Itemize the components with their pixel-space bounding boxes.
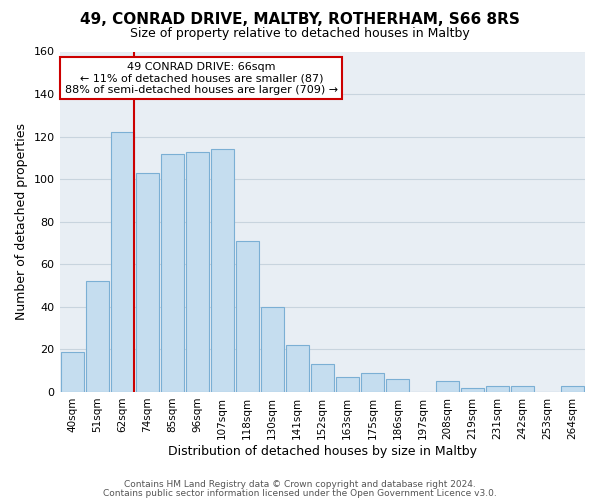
Text: 49, CONRAD DRIVE, MALTBY, ROTHERHAM, S66 8RS: 49, CONRAD DRIVE, MALTBY, ROTHERHAM, S66… — [80, 12, 520, 28]
Bar — [386, 379, 409, 392]
Bar — [311, 364, 334, 392]
Bar — [261, 307, 284, 392]
Bar — [436, 382, 459, 392]
Y-axis label: Number of detached properties: Number of detached properties — [15, 123, 28, 320]
Bar — [336, 377, 359, 392]
Bar — [511, 386, 534, 392]
Bar — [486, 386, 509, 392]
Bar — [185, 152, 209, 392]
Bar — [461, 388, 484, 392]
Bar — [161, 154, 184, 392]
Text: Contains HM Land Registry data © Crown copyright and database right 2024.: Contains HM Land Registry data © Crown c… — [124, 480, 476, 489]
Text: 49 CONRAD DRIVE: 66sqm
← 11% of detached houses are smaller (87)
88% of semi-det: 49 CONRAD DRIVE: 66sqm ← 11% of detached… — [65, 62, 338, 95]
Bar — [286, 345, 309, 392]
Bar — [61, 352, 83, 392]
Bar — [561, 386, 584, 392]
Bar — [86, 282, 109, 392]
Text: Contains public sector information licensed under the Open Government Licence v3: Contains public sector information licen… — [103, 489, 497, 498]
Bar — [110, 132, 134, 392]
Bar — [211, 150, 233, 392]
X-axis label: Distribution of detached houses by size in Maltby: Distribution of detached houses by size … — [168, 444, 477, 458]
Bar — [236, 241, 259, 392]
Bar — [136, 173, 158, 392]
Text: Size of property relative to detached houses in Maltby: Size of property relative to detached ho… — [130, 28, 470, 40]
Bar — [361, 373, 384, 392]
